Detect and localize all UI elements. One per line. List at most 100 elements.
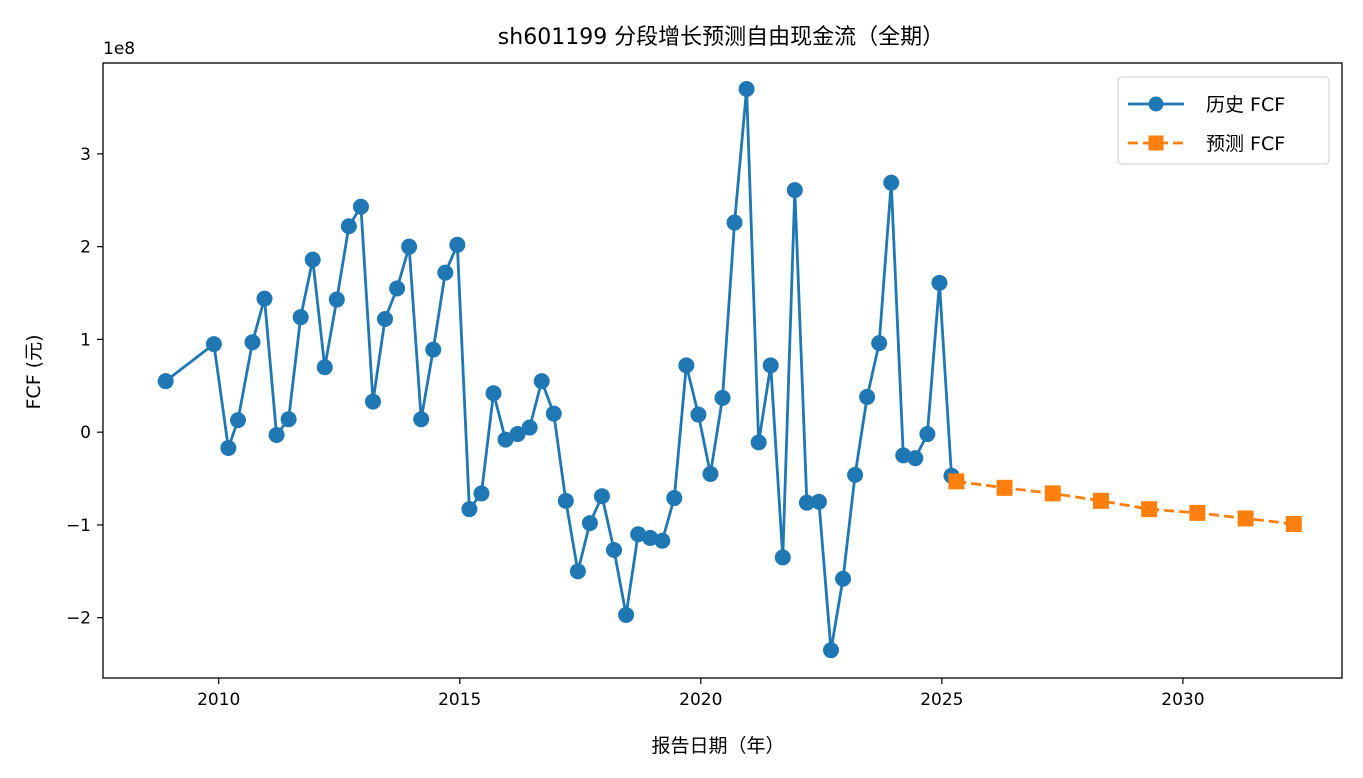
data-point-historical <box>642 529 659 546</box>
data-point-historical <box>726 214 743 231</box>
series-historical <box>157 80 960 659</box>
legend-marker-historical <box>1148 96 1164 112</box>
data-point-forecast <box>1237 510 1254 527</box>
data-point-historical <box>895 447 912 464</box>
x-tick-label: 2015 <box>438 690 481 710</box>
legend-label-historical: 历史 FCF <box>1206 94 1285 116</box>
legend-label-forecast: 预测 FCF <box>1206 133 1285 155</box>
y-offset-label: 1e8 <box>103 39 135 59</box>
data-point-historical <box>835 570 852 587</box>
data-point-historical <box>931 274 948 291</box>
legend: 历史 FCF 预测 FCF <box>1117 76 1330 165</box>
data-point-historical <box>389 280 406 297</box>
data-point-historical <box>256 290 273 307</box>
data-point-historical <box>473 485 490 502</box>
x-axis-label: 报告日期（年） <box>651 735 784 757</box>
series-line-historical <box>164 87 953 652</box>
data-point-historical <box>157 373 174 390</box>
data-point-historical <box>798 494 815 511</box>
data-point-historical <box>666 490 683 507</box>
data-point-historical <box>738 80 755 97</box>
data-point-historical <box>847 466 864 483</box>
data-point-historical <box>220 439 237 456</box>
data-point-historical <box>822 642 839 659</box>
data-point-historical <box>690 406 707 423</box>
data-point-historical <box>810 493 827 510</box>
data-point-historical <box>762 357 779 374</box>
data-point-historical <box>413 411 430 428</box>
data-point-forecast <box>1285 516 1302 533</box>
data-point-forecast <box>1044 485 1061 502</box>
data-point-historical <box>714 389 731 406</box>
x-tick-label: 2020 <box>679 690 722 710</box>
data-point-historical <box>425 341 442 358</box>
data-point-historical <box>268 426 285 443</box>
data-point-forecast <box>948 473 965 490</box>
data-point-historical <box>509 426 526 443</box>
data-point-historical <box>401 238 418 255</box>
y-tick-label: 2 <box>80 238 91 258</box>
data-point-historical <box>244 334 261 351</box>
data-point-historical <box>907 450 924 467</box>
data-point-historical <box>316 359 333 376</box>
chart-title: sh601199 分段增长预测自由现金流（全期） <box>498 25 944 50</box>
data-point-historical <box>340 218 357 235</box>
y-tick-label: −1 <box>66 516 91 536</box>
axes-frame <box>102 62 1343 679</box>
x-tick-label: 2030 <box>1161 690 1204 710</box>
data-point-forecast <box>1141 501 1158 518</box>
data-point-historical <box>919 426 936 443</box>
data-point-historical <box>533 373 550 390</box>
data-point-historical <box>364 393 381 410</box>
data-point-historical <box>292 309 309 326</box>
y-axis-label: FCF (元) <box>23 335 45 410</box>
data-point-historical <box>485 385 502 402</box>
x-axis: 2010 2015 2020 2025 2030 <box>197 678 1205 710</box>
data-point-historical <box>304 251 321 268</box>
data-point-historical <box>449 236 466 253</box>
data-point-historical <box>545 405 562 422</box>
data-point-historical <box>377 311 394 328</box>
x-tick-label: 2010 <box>197 690 240 710</box>
data-point-historical <box>618 606 635 623</box>
y-tick-label: 0 <box>80 423 91 443</box>
data-point-historical <box>593 488 610 505</box>
data-point-historical <box>352 198 369 215</box>
plot-area <box>157 80 1302 659</box>
y-tick-label: 3 <box>80 145 91 165</box>
data-point-historical <box>678 357 695 374</box>
data-point-forecast <box>1189 504 1206 521</box>
data-point-historical <box>569 563 586 580</box>
data-point-historical <box>859 388 876 405</box>
y-tick-label: −2 <box>66 609 91 629</box>
series-forecast <box>948 473 1302 533</box>
data-point-historical <box>630 526 647 543</box>
data-point-historical <box>557 492 574 509</box>
data-point-historical <box>606 541 623 558</box>
y-axis: −2 −1 0 1 2 3 <box>66 145 103 629</box>
x-tick-label: 2025 <box>920 690 963 710</box>
data-point-historical <box>497 431 514 448</box>
series-line-forecast <box>956 479 1294 526</box>
data-point-historical <box>328 291 345 308</box>
data-point-forecast <box>1092 492 1109 509</box>
data-point-historical <box>702 465 719 482</box>
data-point-historical <box>521 419 538 436</box>
data-point-historical <box>437 264 454 281</box>
data-point-historical <box>461 501 478 518</box>
data-point-historical <box>654 532 671 549</box>
data-point-historical <box>229 412 246 429</box>
data-point-historical <box>883 174 900 191</box>
data-point-historical <box>750 434 767 451</box>
data-point-historical <box>205 336 222 353</box>
data-point-historical <box>774 549 791 566</box>
data-point-historical <box>581 515 598 532</box>
y-tick-label: 1 <box>80 330 91 350</box>
data-point-historical <box>786 182 803 199</box>
data-point-forecast <box>996 479 1013 496</box>
legend-box <box>1117 76 1330 165</box>
data-point-historical <box>280 411 297 428</box>
data-point-historical <box>871 335 888 352</box>
legend-marker-forecast <box>1148 135 1164 151</box>
